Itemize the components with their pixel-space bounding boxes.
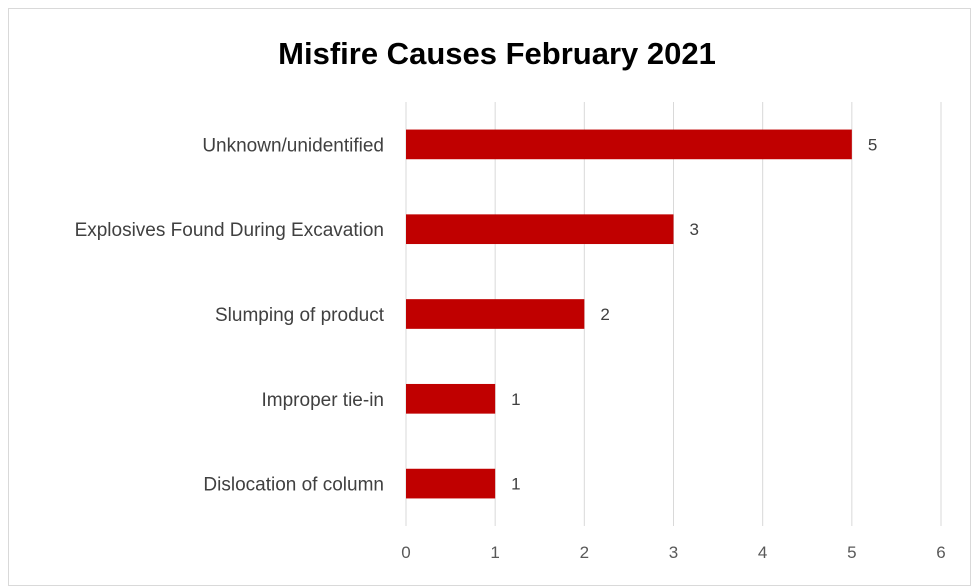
bar <box>406 214 674 245</box>
x-tick-label: 0 <box>401 543 410 562</box>
bar <box>406 129 852 160</box>
bar <box>406 299 585 329</box>
category-label: Explosives Found During Excavation <box>75 220 384 241</box>
category-label: Unknown/unidentified <box>202 135 384 156</box>
category-label: Improper tie-in <box>262 390 385 411</box>
x-tick-label: 3 <box>669 543 678 562</box>
data-label: 1 <box>511 475 520 494</box>
x-tick-label: 2 <box>580 543 589 562</box>
data-label: 3 <box>690 220 699 239</box>
category-label: Dislocation of column <box>203 475 384 496</box>
category-label: Slumping of product <box>215 305 385 326</box>
x-tick-label: 6 <box>936 543 945 562</box>
chart-title: Misfire Causes February 2021 <box>278 36 716 71</box>
data-label: 5 <box>868 135 877 154</box>
bar <box>406 383 496 414</box>
grid-lines <box>405 102 942 526</box>
labels: 0 1 2 3 4 5 6 Unknown/unidentified 5 Explosives F… <box>75 135 946 562</box>
bars <box>406 129 852 499</box>
bar <box>406 468 496 499</box>
data-label: 1 <box>511 390 520 409</box>
x-tick-label: 1 <box>490 543 499 562</box>
x-tick-label: 5 <box>847 543 856 562</box>
data-label: 2 <box>600 305 609 324</box>
x-tick-label: 4 <box>758 543 767 562</box>
